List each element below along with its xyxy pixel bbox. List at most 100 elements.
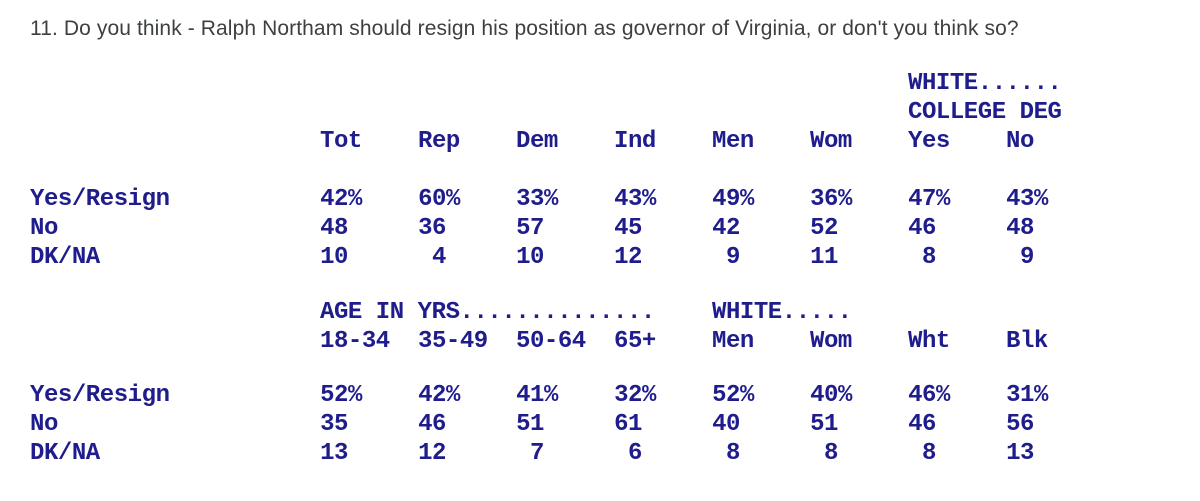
percent-sign: % (348, 186, 362, 213)
value-cell: 10 (320, 246, 368, 270)
column-header: 35-49 (418, 328, 488, 355)
value-number: 13 (320, 440, 348, 467)
value-cell: 48 (320, 217, 368, 241)
percent-sign: % (740, 382, 754, 409)
group-header: WHITE...... (908, 70, 1062, 97)
value-cell: 46 (908, 217, 956, 241)
group-header: AGE IN YRS.............. (320, 299, 655, 326)
column-header: Blk (1006, 328, 1048, 355)
value-cell: 46 (908, 413, 956, 437)
value-number: 46 (908, 411, 936, 438)
column-header: No (1006, 128, 1034, 155)
percent-sign (642, 246, 662, 270)
group-header: WHITE..... (712, 299, 852, 326)
percent-sign: % (544, 382, 558, 409)
value-number: 8 (922, 244, 936, 271)
percent-sign (348, 442, 368, 466)
value-number: 10 (320, 244, 348, 271)
value-cell: 33% (516, 188, 564, 212)
value-number: 48 (1006, 215, 1034, 242)
value-cell: 7 (516, 442, 564, 466)
percent-sign (740, 246, 760, 270)
value-number: 46 (418, 411, 446, 438)
value-cell: 36 (418, 217, 466, 241)
percent-sign (1034, 217, 1054, 241)
value-number: 47 (908, 186, 936, 213)
column-header: Men (712, 328, 754, 355)
value-cell: 43% (1006, 188, 1054, 212)
percent-sign: % (446, 382, 460, 409)
value-number: 48 (320, 215, 348, 242)
value-cell: 40 (712, 413, 760, 437)
value-number: 36 (418, 215, 446, 242)
value-cell: 57 (516, 217, 564, 241)
value-number: 31 (1006, 382, 1034, 409)
value-cell: 61 (614, 413, 662, 437)
value-number: 60 (418, 186, 446, 213)
value-number: 32 (614, 382, 642, 409)
value-cell: 52% (320, 384, 368, 408)
column-header: Wht (908, 328, 950, 355)
percent-sign (544, 442, 564, 466)
value-number: 8 (922, 440, 936, 467)
value-cell: 12 (614, 246, 662, 270)
value-number: 42 (320, 186, 348, 213)
column-header: 50-64 (516, 328, 586, 355)
value-cell: 56 (1006, 413, 1054, 437)
value-number: 61 (614, 411, 642, 438)
percent-sign: % (642, 186, 656, 213)
row-label: No (30, 215, 58, 242)
percent-sign (740, 413, 760, 437)
column-header: Yes (908, 128, 950, 155)
value-cell: 52 (810, 217, 858, 241)
value-cell: 35 (320, 413, 368, 437)
value-cell: 48 (1006, 217, 1054, 241)
value-number: 46 (908, 382, 936, 409)
percent-sign (936, 413, 956, 437)
percent-sign: % (348, 382, 362, 409)
percent-sign (642, 413, 662, 437)
value-number: 49 (712, 186, 740, 213)
value-cell: 49% (712, 188, 760, 212)
percent-sign (1034, 442, 1054, 466)
value-number: 51 (810, 411, 838, 438)
value-number: 46 (908, 215, 936, 242)
percent-sign (1034, 246, 1054, 270)
value-number: 41 (516, 382, 544, 409)
percent-sign: % (936, 382, 950, 409)
percent-sign (544, 217, 564, 241)
percent-sign (740, 442, 760, 466)
value-number: 40 (712, 411, 740, 438)
value-number: 42 (712, 215, 740, 242)
percent-sign: % (642, 382, 656, 409)
percent-sign (642, 442, 662, 466)
value-number: 12 (418, 440, 446, 467)
percent-sign (446, 442, 466, 466)
value-number: 56 (1006, 411, 1034, 438)
value-number: 9 (1020, 244, 1034, 271)
percent-sign (544, 246, 564, 270)
value-number: 57 (516, 215, 544, 242)
percent-sign (936, 442, 956, 466)
question-title: 11. Do you think - Ralph Northam should … (30, 17, 1019, 40)
percent-sign (642, 217, 662, 241)
value-number: 52 (712, 382, 740, 409)
percent-sign (446, 413, 466, 437)
percent-sign (348, 217, 368, 241)
value-cell: 13 (1006, 442, 1054, 466)
column-header: Men (712, 128, 754, 155)
value-number: 8 (824, 440, 838, 467)
value-cell: 40% (810, 384, 858, 408)
row-label: Yes/Resign (30, 382, 170, 409)
percent-sign (838, 217, 858, 241)
value-cell: 51 (810, 413, 858, 437)
value-cell: 43% (614, 188, 662, 212)
percent-sign: % (740, 186, 754, 213)
percent-sign (740, 217, 760, 241)
value-cell: 4 (418, 246, 466, 270)
value-cell: 47% (908, 188, 956, 212)
column-header: Ind (614, 128, 656, 155)
percent-sign: % (838, 186, 852, 213)
percent-sign (838, 413, 858, 437)
percent-sign (446, 246, 466, 270)
